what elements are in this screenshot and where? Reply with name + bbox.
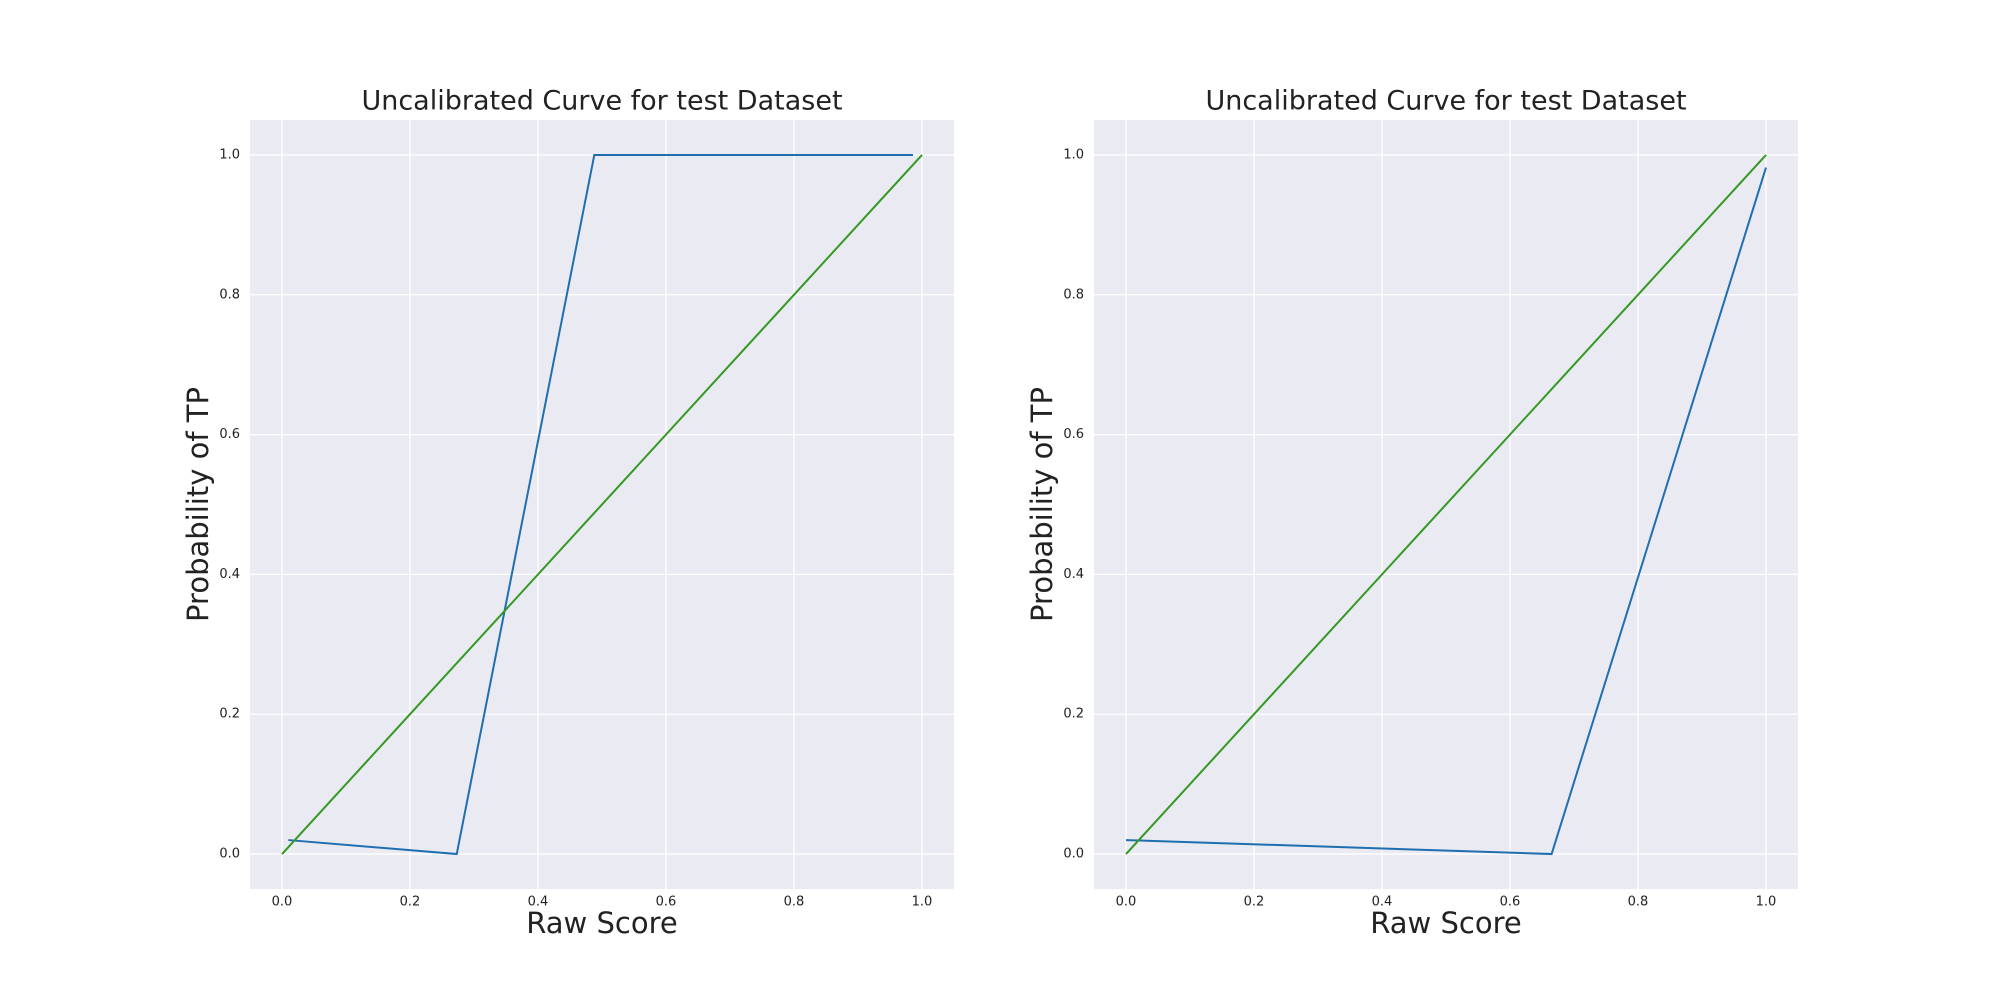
- axes: 0.0 0.2 0.4 0.6 0.8 1.0 0.0 0.2 0.4 0.6 0.8 1.0 Unca…: [1025, 86, 1798, 940]
- y-tick-label: 0.0: [219, 847, 240, 862]
- data-line: [281, 154, 923, 855]
- y-tick-label: 0.4: [1063, 567, 1084, 582]
- x-tick-label: 0.6: [1500, 895, 1521, 910]
- x-tick-label: 0.4: [528, 895, 549, 910]
- x-tick-label: 1.0: [1756, 895, 1777, 910]
- y-tick-label: 0.2: [219, 707, 240, 722]
- x-tick-label: 0.6: [656, 895, 677, 910]
- y-tick-label: 0.8: [219, 287, 240, 302]
- y-tick-label: 0.6: [219, 427, 240, 442]
- data-line: [288, 153, 914, 856]
- x-tick-label: 0.2: [1244, 895, 1265, 910]
- x-tick-label: 0.8: [1628, 895, 1649, 910]
- x-tick-label: 1.0: [912, 895, 933, 910]
- y-axis-label: Probability of TP: [1025, 387, 1059, 622]
- y-tick-label: 0.4: [219, 567, 240, 582]
- data-line: [1125, 167, 1767, 856]
- y-tick-label: 0.6: [1063, 427, 1084, 442]
- y-tick-label: 0.8: [1063, 287, 1084, 302]
- y-axis-label: Probability of TP: [181, 387, 215, 622]
- chart-title: Uncalibrated Curve for test Dataset: [1205, 86, 1686, 117]
- axes: 0.0 0.2 0.4 0.6 0.8 1.0 0.0 0.2 0.4 0.6 0.8 1.0 Unca…: [181, 86, 954, 940]
- x-tick-label: 0.4: [1372, 895, 1393, 910]
- x-axis-label: Raw Score: [526, 906, 677, 940]
- y-tick-label: 1.0: [219, 147, 240, 162]
- x-tick-label: 0.8: [784, 895, 805, 910]
- chart-title: Uncalibrated Curve for test Dataset: [361, 86, 842, 117]
- x-tick-label: 0.2: [400, 895, 421, 910]
- x-tick-label: 0.0: [1116, 895, 1137, 910]
- y-tick-label: 1.0: [1063, 147, 1084, 162]
- x-axis-label: Raw Score: [1370, 906, 1521, 940]
- y-tick-label: 0.0: [1063, 847, 1084, 862]
- y-tick-label: 0.2: [1063, 707, 1084, 722]
- data-line: [1125, 154, 1767, 855]
- x-tick-label: 0.0: [272, 895, 293, 910]
